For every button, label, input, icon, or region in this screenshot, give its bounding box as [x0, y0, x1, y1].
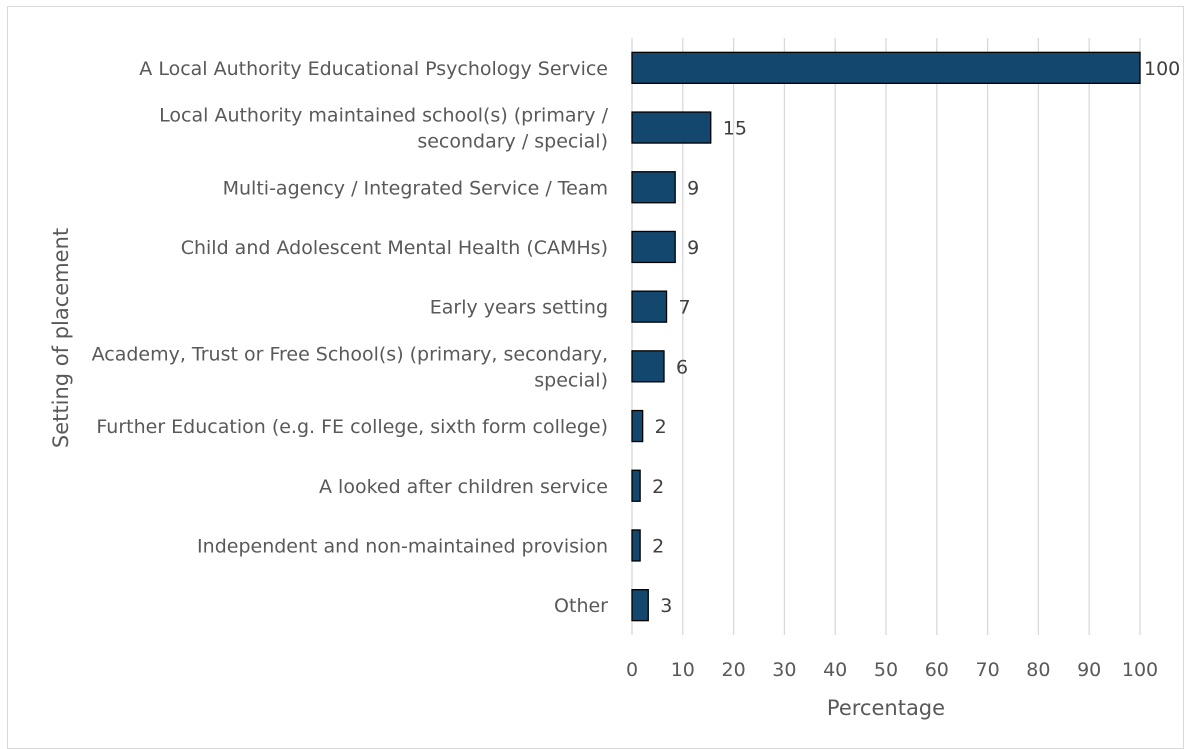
data-label: 3: [660, 595, 672, 617]
x-tick-label: 60: [925, 659, 949, 681]
category-label: Academy, Trust or Free School(s) (primar…: [92, 343, 608, 365]
bar: [631, 290, 668, 323]
bars: [631, 51, 1141, 622]
category-label: Early years setting: [430, 297, 608, 319]
category-label: special): [534, 369, 608, 391]
data-label: 7: [679, 297, 691, 319]
x-tick-label: 70: [976, 659, 1000, 681]
bar: [631, 111, 712, 144]
category-label: A Local Authority Educational Psychology…: [139, 58, 608, 80]
data-label: 9: [687, 177, 699, 199]
x-tick-label: 50: [874, 659, 898, 681]
data-label: 9: [687, 237, 699, 259]
bar: [631, 469, 641, 502]
category-label: Child and Adolescent Mental Health (CAMH…: [181, 237, 608, 259]
bar: [631, 409, 644, 443]
x-tick-label: 30: [772, 659, 796, 681]
category-label: Local Authority maintained school(s) (pr…: [159, 105, 608, 127]
x-tick-label: 20: [722, 659, 746, 681]
category-label: Further Education (e.g. FE college, sixt…: [96, 416, 608, 438]
data-label: 6: [676, 356, 688, 378]
bar: [631, 230, 676, 264]
bar: [631, 51, 1141, 84]
data-label: 2: [652, 535, 664, 557]
x-axis-title: Percentage: [827, 696, 945, 720]
y-axis-title: Setting of placement: [49, 228, 73, 448]
bar: [631, 589, 649, 622]
bar: [631, 350, 665, 383]
data-label: 2: [652, 476, 664, 498]
category-label: A looked after children service: [319, 476, 608, 498]
labels: 0 10 20 30 40 50 60 70 80 90 100 100 A Local Authori…: [92, 58, 1181, 681]
x-tick-label: 100: [1122, 659, 1158, 681]
x-tick-label: 80: [1026, 659, 1050, 681]
data-label: 15: [723, 118, 747, 140]
x-tick-label: 0: [626, 659, 638, 681]
x-tick-label: 90: [1077, 659, 1101, 681]
category-label: Multi-agency / Integrated Service / Team: [223, 177, 608, 199]
bar: [631, 529, 641, 562]
category-label: secondary / special): [417, 131, 608, 153]
bar: [631, 171, 676, 204]
x-tick-label: 10: [671, 659, 695, 681]
category-label: Other: [554, 595, 608, 617]
category-label: Independent and non-maintained provision: [197, 535, 608, 557]
x-tick-label: 40: [823, 659, 847, 681]
data-label: 100: [1144, 58, 1180, 80]
data-label: 2: [655, 416, 667, 438]
